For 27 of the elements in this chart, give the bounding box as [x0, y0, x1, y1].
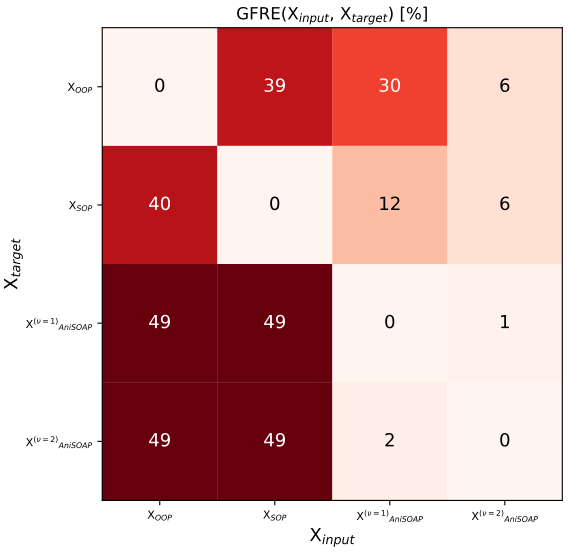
data-label: 49: [264, 432, 285, 447]
data-label: 39: [264, 78, 285, 92]
y-axis-title: X$_{target}$: [4, 238, 23, 290]
x-tick-label: X$^{(ν=1)}$$_{AniSOAP}$: [356, 510, 423, 522]
data-label: 30: [380, 78, 400, 92]
x-tick-label: X$^{(ν=2)}$$_{AniSOAP}$: [472, 510, 538, 522]
x-tick-label: X$_{SOP}$: [263, 510, 286, 521]
data-label: 40: [149, 196, 170, 210]
data-label: 0: [500, 432, 510, 447]
y-tick-label: X$^{(ν=2)}$$_{AniSOAP}$: [26, 436, 92, 448]
data-label: 6: [500, 196, 510, 210]
x-axis-title: X$_{input}$: [310, 528, 355, 547]
x-tick-label: X$_{OOP}$: [148, 510, 172, 521]
data-label: 49: [149, 432, 170, 447]
data-label: 12: [380, 196, 400, 210]
chart-title: GFRE(X$_{input}$, X$_{target}$) [%]: [237, 6, 427, 24]
data-label: 49: [149, 314, 170, 328]
data-label: 6: [500, 78, 510, 92]
y-tick-label: X$^{(ν=1)}$$_{AniSOAP}$: [26, 318, 92, 330]
data-label: 0: [155, 78, 164, 92]
data-label: 2: [385, 432, 394, 446]
data-label: 0: [270, 196, 280, 210]
y-tick-label: X$_{OOP}$: [68, 82, 92, 93]
data-label: 49: [264, 314, 285, 328]
y-tick-label: X$_{SOP}$: [69, 201, 92, 212]
data-label: 1: [501, 314, 509, 328]
data-label: 0: [385, 314, 394, 328]
